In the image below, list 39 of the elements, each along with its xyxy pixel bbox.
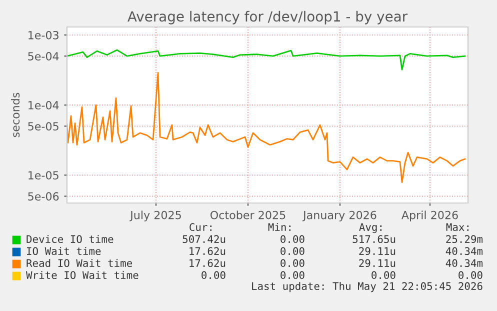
x-tick-label: January 2026: [302, 210, 376, 222]
text: 0.00: [372, 271, 396, 280]
y-tick-label: 5e-04: [28, 52, 59, 60]
y-tick-label: 5e-06: [28, 192, 59, 201]
text: Last update: Thu May 21 22:05:45 2026: [252, 282, 482, 292]
chart-title: Average latency for /dev/loop1 - by year: [128, 10, 408, 24]
legend-label: IO Wait time: [27, 246, 101, 256]
text: 17.62u: [190, 259, 226, 268]
y-tick-label: 1e-04: [28, 101, 59, 110]
y-tick-label: 1e-05: [28, 171, 58, 180]
text: 517.65u: [352, 235, 396, 244]
text: 507.42u: [182, 235, 226, 244]
legend-label: Read IO Wait time: [26, 258, 132, 268]
x-tick-label: July 2025: [130, 210, 181, 222]
text: 29.11u: [359, 247, 396, 256]
x-tick-label: April 2026: [401, 210, 458, 222]
text: 17.62u: [190, 247, 226, 256]
line-series: [67, 49, 466, 70]
text: 29.11u: [359, 259, 396, 268]
text: 25.29m: [446, 235, 483, 244]
y-tick-label: 5e-05: [28, 122, 58, 131]
legend-label: Device IO time: [26, 234, 114, 244]
text: 0.00: [280, 247, 304, 256]
text: 40.34m: [446, 247, 483, 256]
text: Cur:: [190, 223, 212, 232]
text: 0.00: [458, 271, 482, 280]
text: 40.34m: [446, 259, 483, 268]
y-axis-title: seconds: [11, 92, 20, 138]
text: 0.00: [280, 235, 304, 244]
text: 0.00: [280, 271, 304, 280]
text: 0.00: [280, 259, 304, 268]
text: 0.00: [202, 271, 226, 280]
y-tick-label: 1e-03: [28, 30, 58, 40]
text: Min:: [268, 222, 290, 231]
text: Max:: [446, 223, 468, 232]
text: Avg:: [359, 223, 382, 234]
x-tick-label: October 2025: [210, 210, 286, 220]
line-series: [67, 72, 466, 183]
legend-label: Write IO Wait time: [26, 270, 138, 280]
